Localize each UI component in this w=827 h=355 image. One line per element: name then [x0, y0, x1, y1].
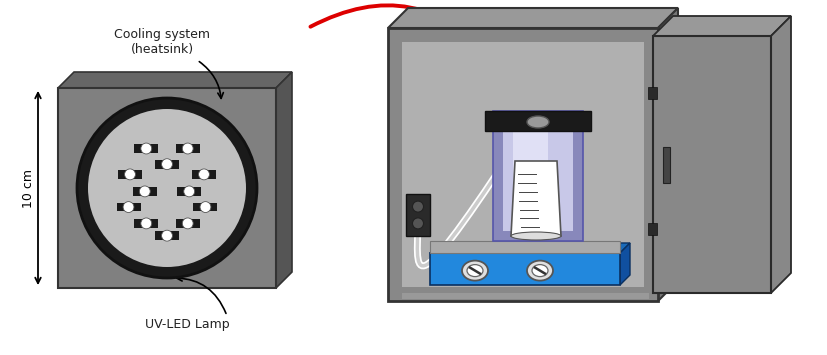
- Ellipse shape: [462, 261, 488, 280]
- Bar: [485, 111, 591, 131]
- Circle shape: [182, 218, 194, 229]
- Bar: [175, 144, 199, 153]
- Ellipse shape: [511, 232, 561, 240]
- Circle shape: [413, 201, 423, 212]
- Polygon shape: [276, 72, 292, 288]
- Bar: [402, 42, 644, 287]
- Bar: [192, 170, 216, 179]
- Circle shape: [123, 202, 134, 213]
- Ellipse shape: [532, 264, 548, 277]
- Circle shape: [200, 202, 211, 213]
- Bar: [430, 241, 620, 253]
- Text: 15 cm: 15 cm: [447, 168, 460, 204]
- Bar: [177, 187, 201, 196]
- Bar: [648, 87, 657, 99]
- Bar: [134, 219, 158, 228]
- Polygon shape: [388, 8, 678, 28]
- Circle shape: [88, 109, 246, 267]
- Ellipse shape: [467, 264, 483, 277]
- Bar: [155, 160, 179, 169]
- Bar: [402, 293, 649, 299]
- Polygon shape: [58, 72, 292, 88]
- Bar: [653, 36, 771, 293]
- Circle shape: [141, 143, 151, 154]
- Polygon shape: [620, 243, 630, 285]
- Circle shape: [413, 218, 423, 229]
- Circle shape: [141, 218, 151, 229]
- Circle shape: [198, 169, 209, 180]
- Circle shape: [161, 230, 173, 241]
- Bar: [58, 88, 276, 288]
- Bar: [134, 144, 158, 153]
- Circle shape: [184, 186, 194, 197]
- Polygon shape: [430, 243, 630, 253]
- Bar: [194, 203, 218, 212]
- Bar: [388, 28, 658, 301]
- Ellipse shape: [527, 261, 553, 280]
- Circle shape: [77, 98, 257, 278]
- Polygon shape: [771, 16, 791, 293]
- Circle shape: [125, 169, 136, 180]
- Bar: [648, 223, 657, 235]
- Polygon shape: [658, 8, 678, 301]
- Text: 10 cm: 10 cm: [22, 169, 35, 208]
- Bar: [663, 147, 670, 182]
- Bar: [406, 194, 430, 236]
- Bar: [117, 203, 141, 212]
- Bar: [133, 187, 157, 196]
- Bar: [493, 111, 583, 241]
- Text: UV-LED Lamp: UV-LED Lamp: [145, 318, 229, 331]
- Bar: [513, 121, 548, 231]
- Polygon shape: [653, 16, 791, 36]
- Bar: [118, 170, 142, 179]
- Circle shape: [161, 159, 173, 170]
- Bar: [503, 121, 573, 231]
- Circle shape: [182, 143, 194, 154]
- Bar: [155, 231, 179, 240]
- Bar: [175, 219, 199, 228]
- Bar: [430, 253, 620, 285]
- Ellipse shape: [527, 116, 549, 128]
- Polygon shape: [511, 161, 561, 236]
- Circle shape: [140, 186, 151, 197]
- Text: Cooling system
(heatsink): Cooling system (heatsink): [114, 28, 210, 56]
